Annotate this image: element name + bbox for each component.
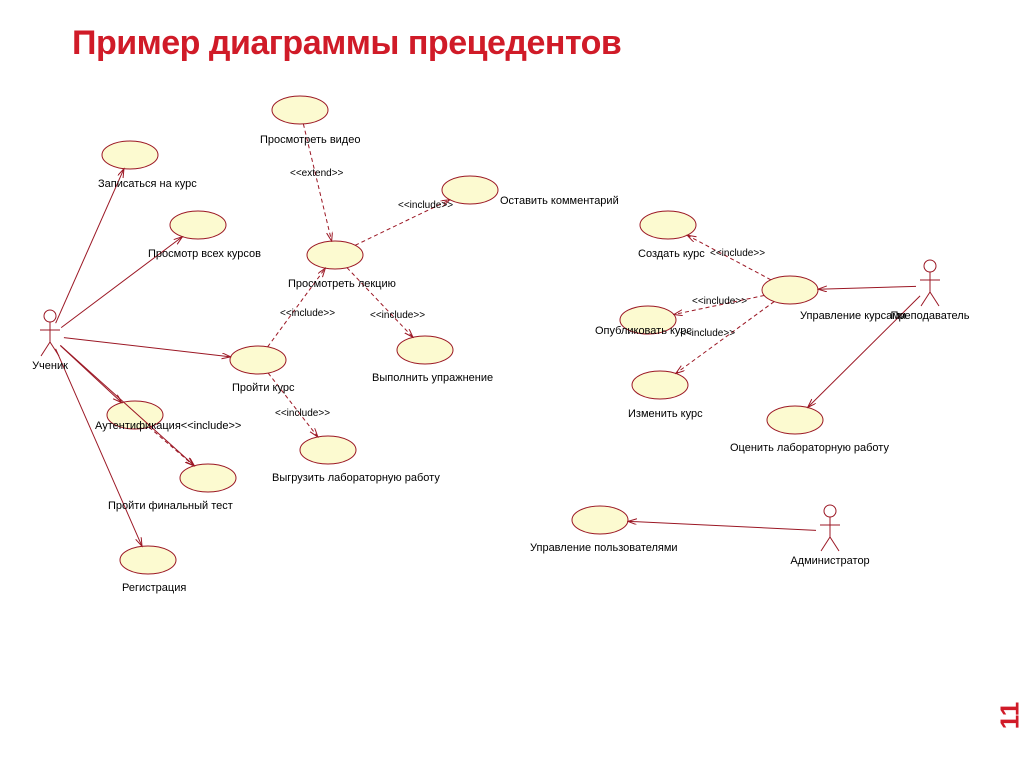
usecase-createcourse [640,211,696,239]
stereo-takecourse-viewlecture: <<include>> [280,308,335,319]
usecase-label-manageusers: Управление пользователями [530,542,678,554]
usecase-label-enroll: Записаться на курс [98,178,197,190]
usecase-viewlecture [307,241,363,269]
usecase-manageusers [572,506,628,534]
usecase-label-gradelab: Оценить лабораторную работу [730,442,889,454]
stereo-manage-createcourse: <<include>> [710,248,765,259]
usecase-finaltest [180,464,236,492]
usecase-label-doexercise: Выполнить упражнение [372,372,493,384]
usecase-watchvideo [272,96,328,124]
usecase-label-auth: Аутентификация<<include>> [95,420,241,432]
usecase-label-editcourse: Изменить курс [628,408,703,420]
usecase-label-upload: Выгрузить лабораторную работу [272,472,440,484]
actor-label-student: Ученик [10,360,90,372]
assoc-student-enroll [56,169,124,324]
usecase-diagram [0,0,1024,768]
assoc-admin-manageusers [628,521,816,530]
stereo-inline-publish: <<include>> [680,328,735,339]
assoc-student-takecourse [64,338,231,357]
usecase-label-leavecomm: Оставить комментарий [500,195,619,207]
usecase-takecourse [230,346,286,374]
usecase-label-manage: Управление курсами [800,310,906,322]
usecase-label-viewlecture: Просмотреть лекцию [288,278,396,290]
usecase-label-takecourse: Пройти курс [232,382,294,394]
actor-teacher [920,260,940,306]
stereo-viewlecture-doexercise: <<include>> [370,310,425,321]
stereo-watchvideo-viewlecture: <<extend>> [290,168,343,179]
usecase-enroll [102,141,158,169]
usecase-gradelab [767,406,823,434]
usecase-doexercise [397,336,453,364]
usecase-register [120,546,176,574]
stereo-viewlecture-leavecomm: <<include>> [398,200,453,211]
usecase-label-watchvideo: Просмотреть видео [260,134,360,146]
actor-label-admin: Администратор [790,555,870,567]
stereo-manage-publish: <<include>> [692,296,747,307]
usecase-label-createcourse: Создать курс [638,248,705,260]
assoc-teacher-manage [818,286,916,289]
actor-admin [820,505,840,551]
usecase-label-publish: Опубликовать курс [595,325,692,337]
usecase-label-finaltest: Пройти финальный тест [108,500,233,512]
stereo-takecourse-upload: <<include>> [275,408,330,419]
usecase-manage [762,276,818,304]
usecase-upload [300,436,356,464]
usecase-label-register: Регистрация [122,582,186,594]
dep-auth-finaltest [149,427,194,466]
actor-student [40,310,60,356]
assoc-student-register [56,349,142,546]
usecase-editcourse [632,371,688,399]
usecase-viewall [170,211,226,239]
usecase-label-viewall: Просмотр всех курсов [148,248,261,260]
